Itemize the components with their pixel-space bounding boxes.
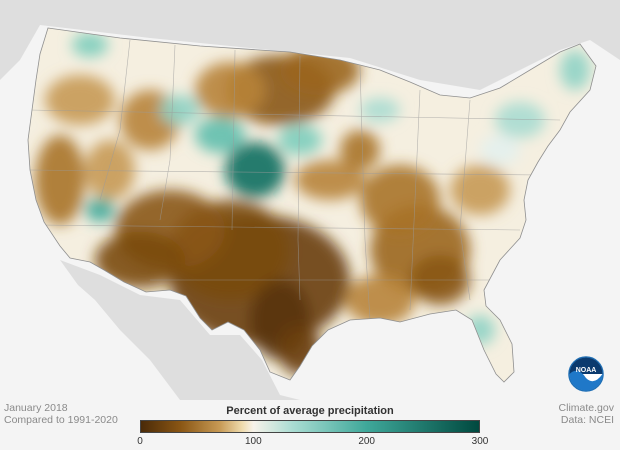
precip-patch <box>85 140 135 200</box>
precip-patch <box>278 125 322 155</box>
precip-patch <box>195 62 265 118</box>
mexico-land <box>60 260 300 400</box>
noaa-logo: NOAA <box>568 356 604 392</box>
precip-patch <box>278 325 322 375</box>
precip-patch <box>360 165 440 235</box>
precipitation-field <box>35 33 590 375</box>
precip-patch <box>480 135 520 165</box>
caption-date: January 2018 <box>4 402 68 414</box>
precip-patch <box>195 117 245 153</box>
precip-patch <box>160 95 200 125</box>
legend-tick-300: 300 <box>471 436 489 447</box>
precip-patch <box>35 135 85 225</box>
precip-patch <box>360 98 400 122</box>
canada-land <box>0 0 620 90</box>
map-caption: January 2018 Compared to 1991-2020 <box>4 402 118 426</box>
caption-comparison: Compared to 1991-2020 <box>4 414 118 426</box>
precip-patch <box>72 33 108 57</box>
legend-title: Percent of average precipitation <box>226 405 394 417</box>
state-borders <box>29 39 561 321</box>
precip-patch <box>45 75 115 125</box>
credit-data: Data: NCEI <box>560 414 614 426</box>
legend-tick-200: 200 <box>358 436 375 447</box>
precip-patch <box>495 102 545 138</box>
precip-patch <box>340 130 380 170</box>
precip-patch <box>225 142 285 198</box>
logo-text: NOAA <box>576 367 597 374</box>
legend-tick-100: 100 <box>244 436 262 447</box>
precipitation-map <box>0 0 620 400</box>
credits: Climate.gov Data: NCEI <box>559 402 614 426</box>
map-canvas <box>0 0 620 400</box>
precip-patch <box>295 160 365 200</box>
precip-patch <box>560 50 590 90</box>
legend-color-bar <box>140 420 480 433</box>
precip-patch <box>345 275 415 325</box>
precip-patch <box>85 198 115 222</box>
precip-patch <box>450 165 510 215</box>
credit-source: Climate.gov <box>558 402 614 414</box>
precip-patch <box>95 232 185 288</box>
legend-tick-0: 0 <box>137 436 143 447</box>
